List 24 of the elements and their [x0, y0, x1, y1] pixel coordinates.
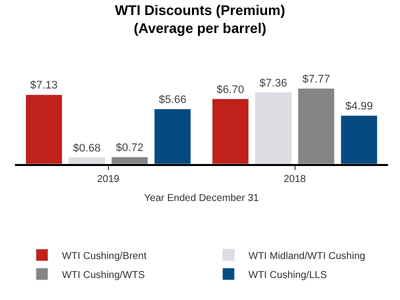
bar	[212, 98, 249, 164]
bar	[154, 108, 192, 164]
data-label: $7.13	[30, 80, 58, 92]
data-label: $0.68	[73, 142, 101, 154]
data-label: $0.72	[116, 142, 144, 154]
bar	[298, 88, 335, 164]
legend-label: WTI Midland/WTI Cushing	[248, 250, 366, 262]
x-tick-label: 2019	[97, 174, 120, 185]
bar	[68, 157, 106, 164]
bar	[340, 115, 378, 164]
data-label: $6.70	[216, 84, 244, 96]
x-tick-label: 2018	[284, 174, 306, 185]
legend-label: WTI Cushing/WTS	[62, 270, 146, 281]
bar	[111, 156, 148, 164]
legend-label: WTI Cushing/LLS	[248, 270, 328, 281]
data-label: $5.66	[158, 94, 186, 106]
data-label: $7.77	[302, 73, 330, 86]
legend-label: WTI Cushing/Brent	[62, 250, 147, 262]
chart-title: WTI Discounts (Premium) (Average per barrel)	[114, 2, 286, 36]
bar	[254, 92, 292, 164]
data-label: $7.36	[260, 77, 288, 90]
x-axis-title: Year Ended December 31	[144, 193, 260, 204]
bar	[25, 94, 62, 164]
data-label: $4.99	[345, 100, 373, 112]
